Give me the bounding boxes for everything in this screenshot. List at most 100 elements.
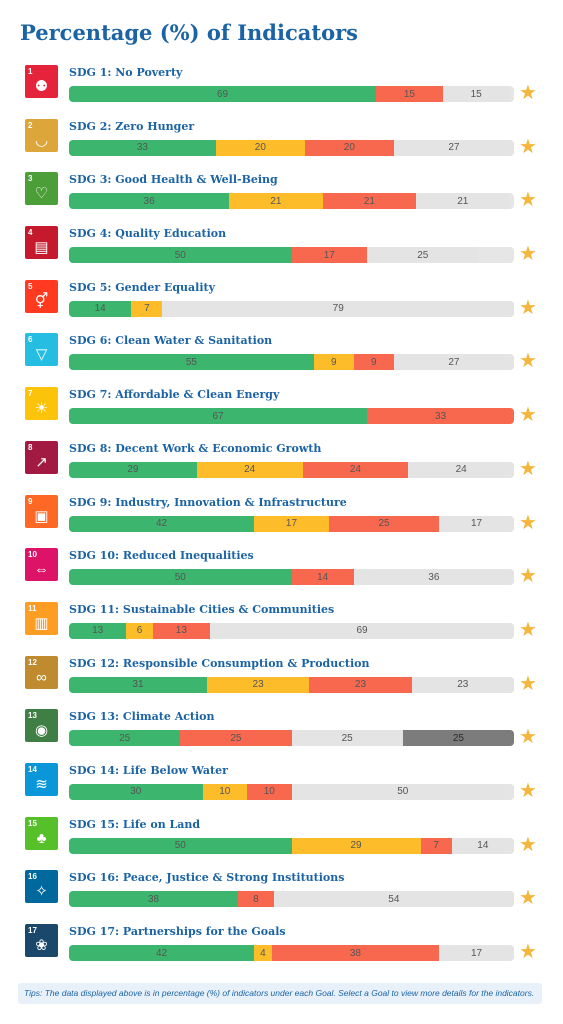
- sdg-row[interactable]: 16 ✧ SDG 16: Peace, Justice & Strong Insti…: [0, 867, 563, 921]
- goal-label[interactable]: SDG 10: Reduced Inequalities: [69, 549, 254, 563]
- city-icon[interactable]: 11 ▥: [25, 601, 58, 635]
- goal-label[interactable]: SDG 4: Quality Education: [69, 227, 227, 241]
- sdg-row[interactable]: 14 ≋ SDG 14: Life Below Water 30 10 10 50 ★: [0, 760, 563, 814]
- goal-label[interactable]: SDG 13: Climate Action: [69, 710, 215, 724]
- star-icon[interactable]: ★: [519, 350, 537, 373]
- goal-label[interactable]: SDG 9: Industry, Innovation & Infrastruc…: [69, 495, 347, 509]
- stacked-bar[interactable]: 30 10 10 50: [69, 783, 514, 800]
- bar-segment: 15: [376, 86, 443, 102]
- sdg-row[interactable]: 12 ∞ SDG 12: Responsible Consumption & Pro…: [0, 653, 563, 707]
- bar-segment: 21: [229, 193, 323, 210]
- goal-pictogram: ⚥: [34, 292, 49, 310]
- eye-globe-icon[interactable]: 13 ◉: [25, 709, 58, 743]
- goal-label[interactable]: SDG 2: Zero Hunger: [69, 119, 195, 133]
- star-icon[interactable]: ★: [519, 457, 537, 480]
- star-icon[interactable]: ★: [519, 672, 537, 695]
- sun-icon[interactable]: 7 ☀: [25, 387, 58, 421]
- star-icon[interactable]: ★: [519, 833, 537, 856]
- bar-segment: 14: [451, 837, 514, 854]
- stacked-bar[interactable]: 13 6 13 69: [69, 622, 514, 639]
- goal-label[interactable]: SDG 1: No Poverty: [69, 66, 183, 79]
- dove-icon[interactable]: 16 ✧: [25, 870, 58, 904]
- goal-number: 4: [28, 228, 33, 238]
- bowl-icon[interactable]: 2 ◡: [25, 118, 58, 152]
- infinity-icon[interactable]: 12 ∞: [25, 655, 58, 689]
- goal-label[interactable]: SDG 14: Life Below Water: [69, 763, 228, 777]
- sdg-row[interactable]: 6 ▽ SDG 6: Clean Water & Sanitation 55 9 9 27 ★: [0, 330, 563, 384]
- stacked-bar[interactable]: 55 9 9 27: [69, 354, 514, 371]
- sdg-row[interactable]: 4 ▤ SDG 4: Quality Education 50 17 25 ★: [0, 223, 563, 277]
- star-icon[interactable]: ★: [519, 618, 537, 641]
- equality-icon[interactable]: 10 ⇔: [25, 548, 58, 582]
- star-icon[interactable]: ★: [519, 887, 537, 910]
- goal-pictogram: ✧: [35, 883, 48, 901]
- water-drop-icon[interactable]: 6 ▽: [25, 333, 58, 367]
- bar-segment: 38: [271, 945, 440, 961]
- sdg-row[interactable]: 10 ⇔ SDG 10: Reduced Inequalities 50 14 36 ★: [0, 545, 563, 599]
- sdg-row[interactable]: 2 ◡ SDG 2: Zero Hunger 33 20 20 27 ★: [0, 116, 563, 170]
- flower-icon[interactable]: 17 ❀: [25, 924, 58, 957]
- bar-segment: 7: [420, 837, 452, 854]
- star-icon[interactable]: ★: [519, 404, 537, 427]
- sdg-row[interactable]: 7 ☀ SDG 7: Affordable & Clean Energy 67 33 ★: [0, 384, 563, 438]
- star-icon[interactable]: ★: [519, 779, 537, 802]
- goal-label[interactable]: SDG 15: Life on Land: [69, 817, 201, 831]
- star-icon[interactable]: ★: [519, 135, 537, 158]
- goal-label[interactable]: SDG 17: Partnerships for the Goals: [69, 925, 286, 938]
- stacked-bar[interactable]: 25 25 25 25: [69, 730, 514, 747]
- stacked-bar[interactable]: 50 29 7 14: [69, 837, 514, 854]
- stacked-bar[interactable]: 42 17 25 17: [69, 515, 514, 532]
- family-icon[interactable]: 1 ⚉: [25, 65, 58, 98]
- stacked-bar[interactable]: 33 20 20 27: [69, 139, 514, 156]
- goal-label[interactable]: SDG 5: Gender Equality: [69, 280, 215, 294]
- star-icon[interactable]: ★: [519, 189, 537, 212]
- sdg-row[interactable]: 8 ↗ SDG 8: Decent Work & Economic Growth 29…: [0, 438, 563, 492]
- star-icon[interactable]: ★: [519, 511, 537, 534]
- sdg-row[interactable]: 5 ⚥ SDG 5: Gender Equality 14 7 79 ★: [0, 277, 563, 331]
- goal-label[interactable]: SDG 11: Sustainable Cities & Communities: [69, 602, 335, 616]
- goal-label[interactable]: SDG 6: Clean Water & Sanitation: [69, 334, 273, 348]
- sdg-row[interactable]: 3 ♡ SDG 3: Good Health & Well-Being 36 21 21 2…: [0, 169, 563, 223]
- stacked-bar[interactable]: 69 15 15: [69, 86, 514, 102]
- bar-segment: 36: [353, 569, 514, 586]
- star-icon[interactable]: ★: [519, 565, 537, 588]
- stacked-bar[interactable]: 36 21 21 21: [69, 193, 514, 210]
- stacked-bar[interactable]: 67 33: [69, 408, 514, 425]
- bar-segment: 20: [304, 139, 394, 156]
- stacked-bar[interactable]: 38 8 54: [69, 891, 514, 908]
- stacked-bar[interactable]: 42 4 38 17: [69, 945, 514, 961]
- goal-number: 5: [28, 281, 33, 291]
- stacked-bar[interactable]: 29 24 24 24: [69, 461, 514, 478]
- goal-label[interactable]: SDG 3: Good Health & Well-Being: [69, 173, 278, 187]
- bar-segment: 7: [131, 300, 163, 317]
- star-icon[interactable]: ★: [519, 296, 537, 319]
- bar-segment: 20: [215, 139, 305, 156]
- sdg-row[interactable]: 13 ◉ SDG 13: Climate Action 25 25 25 25 ★: [0, 706, 563, 760]
- tree-icon[interactable]: 15 ♣: [25, 816, 58, 850]
- stacked-bar[interactable]: 14 7 79: [69, 300, 514, 317]
- cubes-icon[interactable]: 9 ▣: [25, 494, 58, 528]
- star-icon[interactable]: ★: [519, 941, 537, 963]
- sdg-row[interactable]: 1 ⚉ SDG 1: No Poverty 69 15 15 ★: [0, 62, 563, 116]
- star-icon[interactable]: ★: [519, 82, 537, 104]
- star-icon[interactable]: ★: [519, 243, 537, 266]
- gender-icon[interactable]: 5 ⚥: [25, 279, 58, 313]
- sdg-row[interactable]: 15 ♣ SDG 15: Life on Land 50 29 7 14 ★: [0, 814, 563, 868]
- goal-label[interactable]: SDG 7: Affordable & Clean Energy: [69, 388, 280, 402]
- bar-segment: 69: [69, 86, 377, 102]
- goal-label[interactable]: SDG 8: Decent Work & Economic Growth: [69, 441, 322, 455]
- sdg-row[interactable]: 11 ▥ SDG 11: Sustainable Cities & Communit…: [0, 599, 563, 653]
- fish-icon[interactable]: 14 ≋: [25, 762, 58, 796]
- goal-label[interactable]: SDG 12: Responsible Consumption & Produc…: [69, 656, 370, 670]
- stacked-bar[interactable]: 50 17 25: [69, 247, 514, 264]
- book-icon[interactable]: 4 ▤: [25, 226, 58, 260]
- stacked-bar[interactable]: 31 23 23 23: [69, 676, 514, 693]
- growth-chart-icon[interactable]: 8 ↗: [25, 440, 58, 474]
- heartbeat-icon[interactable]: 3 ♡: [25, 172, 58, 206]
- bar-segment: 13: [152, 622, 210, 639]
- stacked-bar[interactable]: 50 14 36: [69, 569, 514, 586]
- sdg-row[interactable]: 17 ❀ SDG 17: Partnerships for the Goals 42 4…: [0, 921, 563, 975]
- sdg-row[interactable]: 9 ▣ SDG 9: Industry, Innovation & Infrastr…: [0, 492, 563, 546]
- star-icon[interactable]: ★: [519, 726, 537, 749]
- goal-label[interactable]: SDG 16: Peace, Justice & Strong Institut…: [69, 871, 345, 885]
